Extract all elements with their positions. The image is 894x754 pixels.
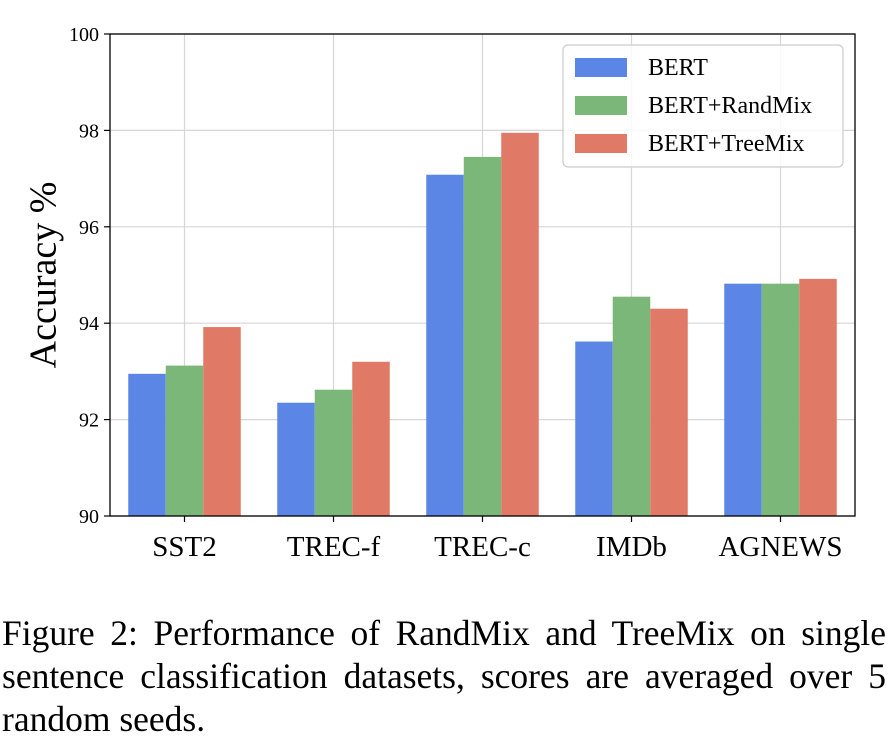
y-axis-ticks: 90 92 94 96 98 100 xyxy=(69,24,110,528)
x-axis-ticks: SST2 TREC-f TREC-c IMDb AGNEWS xyxy=(152,516,843,563)
y-tick-label: 92 xyxy=(79,410,99,432)
legend-label: BERT+RandMix xyxy=(648,93,812,119)
bar xyxy=(761,283,800,516)
bar xyxy=(314,389,353,516)
legend-swatch xyxy=(575,134,627,153)
bar xyxy=(277,402,315,516)
legend-swatch xyxy=(575,58,627,77)
bar xyxy=(650,308,688,516)
x-tick-label: IMDb xyxy=(596,531,667,563)
bars xyxy=(128,132,837,516)
x-tick-label: SST2 xyxy=(152,531,216,563)
legend: BERT BERT+RandMix BERT+TreeMix xyxy=(562,44,844,168)
legend-box xyxy=(562,44,844,168)
bar xyxy=(799,278,837,516)
bar xyxy=(426,174,464,516)
x-tick-label: TREC-f xyxy=(287,531,381,563)
bar-chart: 90 92 94 96 98 100 SST2 TREC-f TREC-c IMDb AGNEWS… xyxy=(23,24,856,563)
bar xyxy=(501,132,539,516)
bar xyxy=(575,341,613,516)
y-tick-label: 94 xyxy=(79,313,99,335)
figure-caption: Figure 2: Performance of RandMix and Tre… xyxy=(2,613,886,739)
y-tick-label: 98 xyxy=(79,120,99,142)
bar xyxy=(352,361,390,516)
y-axis-label: Accuracy % xyxy=(23,182,65,369)
y-tick-label: 96 xyxy=(79,217,99,239)
legend-label: BERT+TreeMix xyxy=(648,131,805,157)
x-tick-label: AGNEWS xyxy=(718,531,842,563)
bar xyxy=(724,283,762,516)
bar xyxy=(165,365,204,516)
x-tick-label: TREC-c xyxy=(434,531,531,563)
legend-label: BERT xyxy=(648,55,708,81)
bar xyxy=(612,296,651,516)
y-tick-label: 90 xyxy=(79,506,99,528)
bar xyxy=(203,327,241,516)
bar xyxy=(463,156,502,516)
bar xyxy=(128,373,166,516)
y-tick-label: 100 xyxy=(69,24,99,46)
legend-swatch xyxy=(575,96,627,115)
